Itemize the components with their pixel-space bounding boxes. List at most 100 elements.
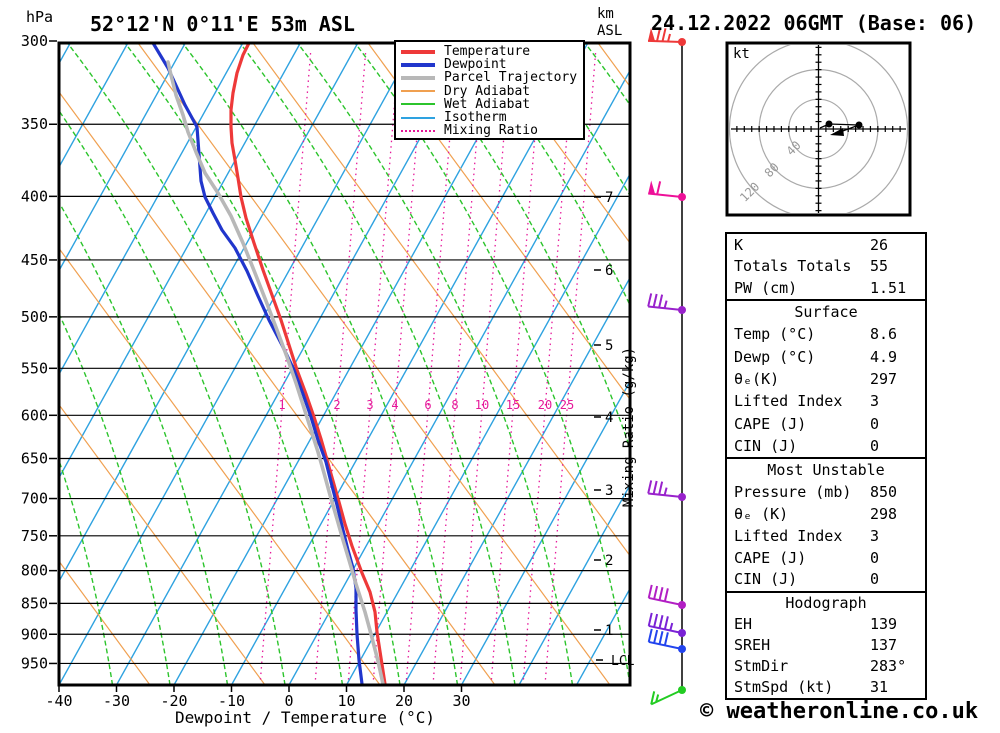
stat-value: 0 bbox=[870, 436, 880, 455]
table-row: θₑ(K) 297 bbox=[727, 368, 925, 390]
table-row: PW (cm) 1.51 bbox=[727, 277, 925, 299]
legend-line-sample bbox=[401, 90, 435, 93]
wind-barb bbox=[647, 584, 686, 609]
legend-line-sample bbox=[401, 116, 435, 119]
stat-label: Temp (°C) bbox=[734, 325, 816, 344]
altitude-unit-asl: ASL bbox=[597, 23, 623, 39]
dry-adiabat-line bbox=[367, 44, 629, 400]
stat-value: 1.51 bbox=[870, 278, 907, 297]
mixing-ratio-value-label: 4 bbox=[391, 398, 398, 412]
altitude-unit-km: km bbox=[597, 6, 614, 22]
isotherm-line bbox=[173, 44, 531, 684]
temp-tick-label: -20 bbox=[160, 692, 187, 710]
temp-tick-label: 10 bbox=[337, 692, 355, 710]
stat-value: 297 bbox=[870, 370, 898, 389]
temp-tick-label: 20 bbox=[395, 692, 413, 710]
mixing-ratio-axis-label: Mixing Ratio (g/kg) bbox=[621, 346, 637, 508]
legend-item-label: Parcel Trajectory bbox=[444, 70, 578, 86]
dry-adiabat-line bbox=[252, 44, 629, 556]
km-tick-label: 4 bbox=[605, 410, 613, 426]
table-row: StmSpd (kt) 31 bbox=[727, 677, 925, 698]
km-tick-label: 5 bbox=[605, 338, 613, 354]
table-row: Dewp (°C) 4.9 bbox=[727, 346, 925, 368]
wind-level-dot bbox=[678, 686, 686, 694]
stat-label: Lifted Index bbox=[734, 526, 843, 545]
pressure-tick-label: 350 bbox=[21, 115, 48, 133]
stat-label: CAPE (J) bbox=[734, 548, 807, 567]
table-row: CAPE (J) 0 bbox=[727, 412, 925, 434]
stat-label: K bbox=[734, 235, 744, 254]
mixing-ratio-value-label: 1 bbox=[278, 398, 285, 412]
dry-adiabat-line bbox=[60, 248, 381, 684]
mixing-ratio-value-label: 20 bbox=[538, 398, 552, 412]
stat-value: 4.9 bbox=[870, 347, 898, 366]
stat-label: CAPE (J) bbox=[734, 414, 807, 433]
hodograph-unit-label: kt bbox=[733, 46, 750, 62]
isotherm-line bbox=[60, 44, 129, 167]
pressure-tick-label: 400 bbox=[21, 187, 48, 205]
table-section-title: Hodograph bbox=[785, 594, 867, 613]
table-row: SREH 137 bbox=[727, 635, 925, 656]
isotherm-line bbox=[461, 381, 629, 684]
wind-barb-column bbox=[647, 27, 686, 706]
wind-level-dot bbox=[678, 601, 686, 609]
stat-label: PW (cm) bbox=[734, 278, 798, 297]
wind-barb bbox=[647, 612, 686, 637]
legend-item: Temperature bbox=[396, 45, 583, 58]
hodograph-ring bbox=[729, 45, 908, 213]
stat-label: EH bbox=[734, 615, 753, 634]
table-row: Temp (°C) 8.6 bbox=[727, 323, 925, 345]
isotherm-line bbox=[346, 174, 629, 684]
dewpoint-curve bbox=[151, 44, 364, 684]
isotherm-line bbox=[403, 278, 629, 684]
stat-label: CIN (J) bbox=[734, 570, 798, 589]
pressure-tick-label: 700 bbox=[21, 490, 48, 508]
wet-adiabat-line bbox=[60, 314, 171, 684]
pressure-tick-label: 800 bbox=[21, 562, 48, 580]
dry-adiabat-line bbox=[137, 44, 611, 684]
legend-item-label: Dewpoint bbox=[444, 57, 507, 73]
copyright-text: © weatheronline.co.uk bbox=[700, 699, 979, 724]
stat-label: CIN (J) bbox=[734, 436, 798, 455]
mixing-ratio-value-label: 2 bbox=[333, 398, 340, 412]
stat-label: Totals Totals bbox=[734, 257, 852, 276]
table-row: CIN (J) 0 bbox=[727, 568, 925, 590]
temperature-curve bbox=[229, 44, 387, 684]
stat-value: 850 bbox=[870, 482, 898, 501]
table-row: Totals Totals 55 bbox=[727, 256, 925, 278]
legend-item: Wet Adiabat bbox=[396, 98, 583, 111]
wet-adiabat-line bbox=[297, 44, 574, 684]
dry-adiabat-line bbox=[482, 44, 629, 243]
temp-tick-label: -10 bbox=[218, 692, 245, 710]
mixing-ratio-labels: 1 2 3 4 6 8 10 15 20 25 bbox=[278, 398, 574, 412]
table-row: EH 139 bbox=[727, 614, 925, 635]
legend-line-sample bbox=[401, 75, 435, 80]
hodograph-ring-label: 80 bbox=[762, 160, 782, 180]
legend-line-sample bbox=[401, 103, 435, 106]
temp-tick-label: 30 bbox=[452, 692, 470, 710]
legend-item: Parcel Trajectory bbox=[396, 71, 583, 84]
plot-border bbox=[57, 41, 632, 687]
stat-value: 283° bbox=[870, 657, 907, 676]
isotherm-line bbox=[231, 44, 589, 684]
km-axis: 7 6 5 4 3 2 1 LCL bbox=[594, 190, 635, 669]
stat-label: θₑ (K) bbox=[734, 504, 789, 523]
table-row: StmDir 283° bbox=[727, 656, 925, 677]
wet-adiabat-line bbox=[239, 44, 516, 684]
pressure-tick-label: 600 bbox=[21, 406, 48, 424]
pressure-tick-label: 650 bbox=[21, 450, 48, 468]
stat-value: 26 bbox=[870, 235, 889, 254]
temp-tick-label: -40 bbox=[45, 692, 72, 710]
stat-value: 0 bbox=[870, 548, 880, 567]
surface-table: Surface Temp (°C) 8.6 Dewp (°C) 4.9 θₑ(K) 297 L… bbox=[725, 299, 927, 459]
isotherm-line bbox=[60, 44, 359, 582]
wind-barb bbox=[648, 180, 686, 201]
km-tick-label: 1 bbox=[605, 623, 613, 639]
table-section-title: Surface bbox=[794, 303, 858, 322]
legend-item: Dry Adiabat bbox=[396, 85, 583, 98]
wind-barb bbox=[647, 628, 686, 653]
km-tick-label: 2 bbox=[605, 553, 613, 569]
mixing-ratio-value-label: 6 bbox=[424, 398, 431, 412]
legend-item-label: Temperature bbox=[444, 44, 531, 60]
stat-value: 0 bbox=[870, 570, 880, 589]
